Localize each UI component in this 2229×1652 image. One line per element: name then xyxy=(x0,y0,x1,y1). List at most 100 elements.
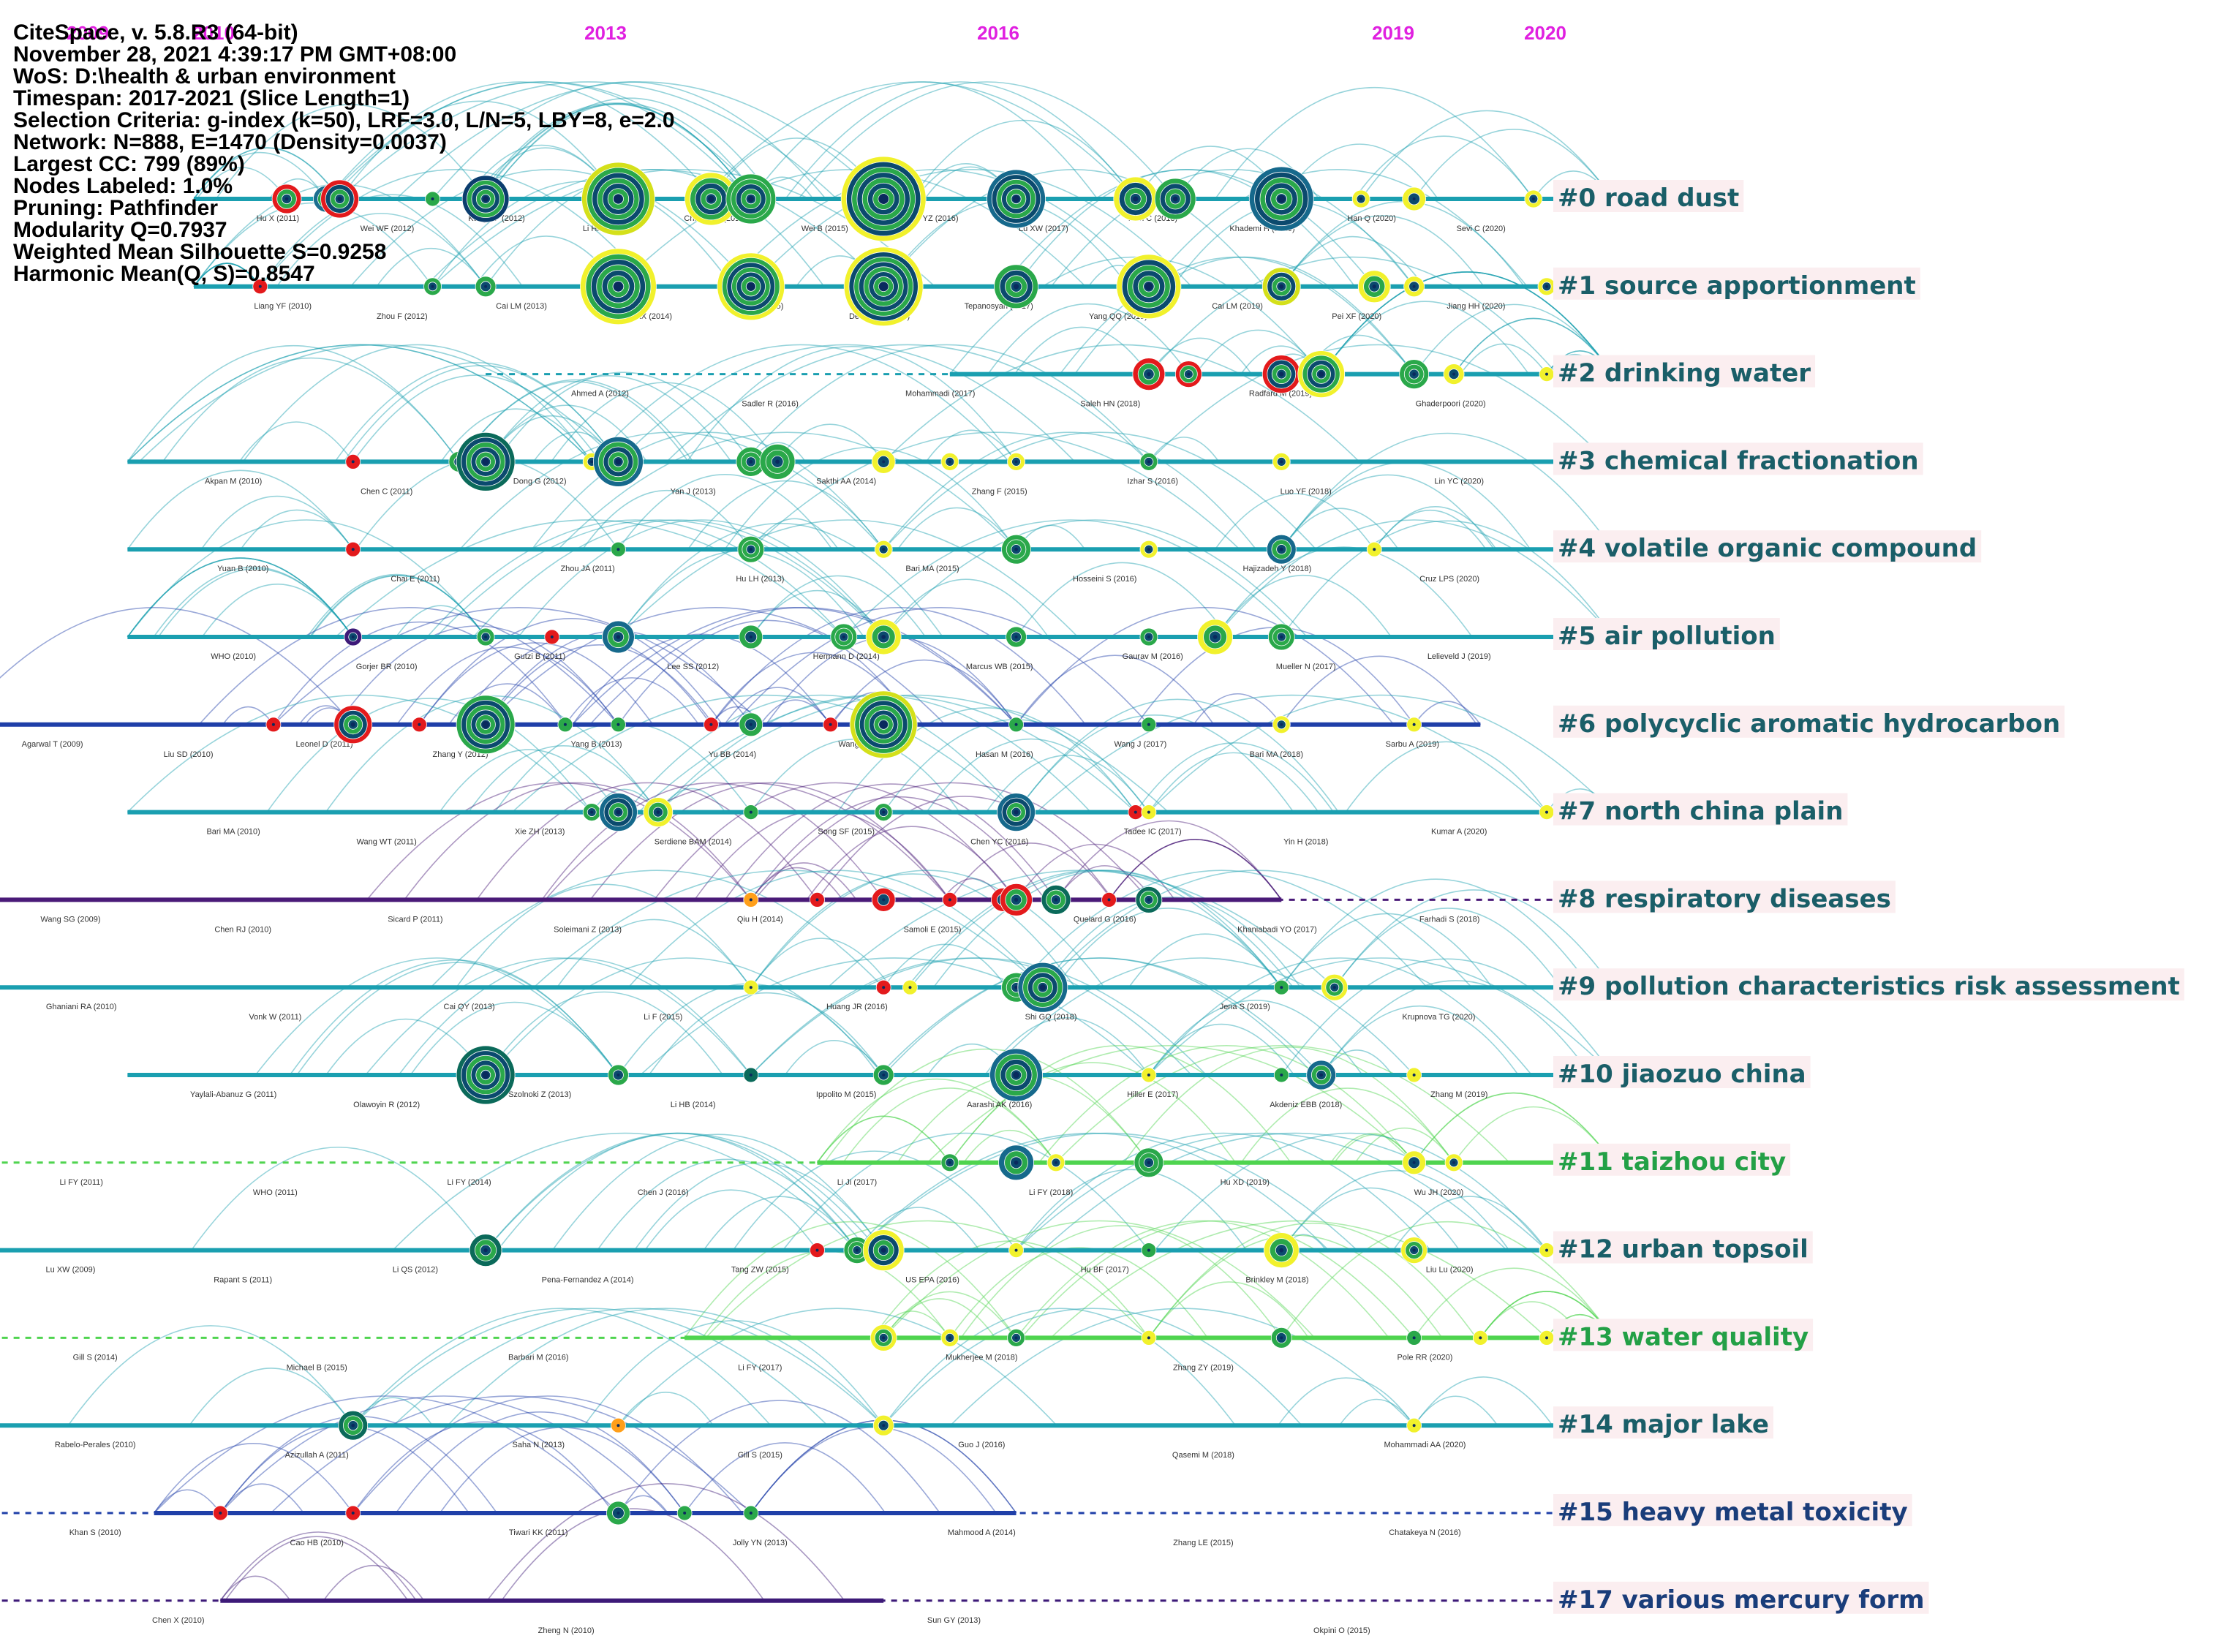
citation-node[interactable] xyxy=(582,803,601,821)
citation-node[interactable] xyxy=(423,277,442,296)
citation-node[interactable] xyxy=(338,1410,369,1441)
citation-node[interactable] xyxy=(902,979,918,995)
citation-node[interactable] xyxy=(1403,276,1425,298)
citation-node[interactable] xyxy=(1267,623,1295,651)
citation-node[interactable] xyxy=(1113,176,1158,222)
citation-node[interactable] xyxy=(840,156,927,242)
citation-node[interactable] xyxy=(252,279,268,295)
citation-node[interactable] xyxy=(737,535,765,563)
citation-node[interactable] xyxy=(1008,1242,1024,1258)
citation-node[interactable] xyxy=(1406,1330,1422,1346)
citation-node[interactable] xyxy=(1321,973,1349,1001)
citation-node[interactable] xyxy=(1141,1330,1157,1346)
cluster-label[interactable]: #5 air pollution xyxy=(1558,622,1776,651)
cluster-label[interactable]: #11 taizhou city xyxy=(1558,1147,1786,1177)
citation-node[interactable] xyxy=(643,797,674,827)
citation-node[interactable] xyxy=(998,1144,1034,1181)
citation-node[interactable] xyxy=(1017,962,1068,1013)
citation-node[interactable] xyxy=(810,892,825,908)
citation-node[interactable] xyxy=(333,705,373,744)
citation-node[interactable] xyxy=(1248,166,1314,232)
citation-node[interactable] xyxy=(425,191,440,207)
citation-node[interactable] xyxy=(1539,804,1555,820)
citation-node[interactable] xyxy=(704,717,719,733)
citation-node[interactable] xyxy=(830,623,858,651)
citation-node[interactable] xyxy=(1272,715,1291,734)
citation-node[interactable] xyxy=(1116,254,1182,320)
citation-node[interactable] xyxy=(810,1242,825,1258)
cluster-label[interactable]: #14 major lake xyxy=(1558,1410,1769,1439)
cluster-label[interactable]: #12 urban topsoil xyxy=(1558,1235,1809,1264)
citation-node[interactable] xyxy=(345,454,361,469)
citation-node[interactable] xyxy=(1406,1417,1422,1433)
citation-node[interactable] xyxy=(739,712,763,737)
citation-node[interactable] xyxy=(997,793,1036,831)
citation-node[interactable] xyxy=(1008,717,1024,733)
citation-node[interactable] xyxy=(940,1329,959,1347)
citation-node[interactable] xyxy=(872,1064,894,1086)
citation-node[interactable] xyxy=(871,450,896,474)
citation-node[interactable] xyxy=(684,172,738,226)
citation-node[interactable] xyxy=(1266,534,1297,565)
citation-node[interactable] xyxy=(1297,350,1346,399)
citation-node[interactable] xyxy=(1472,1330,1488,1346)
citation-node[interactable] xyxy=(544,629,560,645)
citation-node[interactable] xyxy=(1141,804,1157,820)
citation-node[interactable] xyxy=(871,888,896,912)
citation-node[interactable] xyxy=(725,173,777,225)
citation-node[interactable] xyxy=(736,447,766,477)
citation-node[interactable] xyxy=(212,1505,228,1521)
citation-node[interactable] xyxy=(557,717,573,733)
citation-node[interactable] xyxy=(271,184,302,214)
citation-node[interactable] xyxy=(475,276,497,298)
cluster-label[interactable]: #6 polycyclic aromatic hydrocarbon xyxy=(1558,709,2060,739)
citation-node[interactable] xyxy=(743,1067,759,1083)
citation-node[interactable] xyxy=(759,444,796,480)
citation-node[interactable] xyxy=(1000,883,1033,916)
citation-node[interactable] xyxy=(1139,627,1158,646)
cluster-label[interactable]: #3 chemical fractionation xyxy=(1558,446,1919,475)
citation-node[interactable] xyxy=(1402,186,1427,211)
citation-node[interactable] xyxy=(823,717,839,733)
citation-node[interactable] xyxy=(1357,270,1391,303)
citation-node[interactable] xyxy=(1141,717,1157,733)
citation-node[interactable] xyxy=(849,690,918,759)
citation-node[interactable] xyxy=(743,892,759,908)
cluster-label[interactable]: #17 various mercury form xyxy=(1558,1585,1925,1615)
citation-node[interactable] xyxy=(1141,1067,1157,1083)
citation-node[interactable] xyxy=(1351,189,1370,208)
citation-node[interactable] xyxy=(1263,1232,1300,1268)
cluster-label[interactable]: #13 water quality xyxy=(1558,1322,1809,1351)
citation-node[interactable] xyxy=(1135,886,1163,913)
citation-node[interactable] xyxy=(870,1324,897,1351)
citation-node[interactable] xyxy=(743,804,759,820)
citation-node[interactable] xyxy=(1154,178,1196,220)
citation-node[interactable] xyxy=(865,619,902,655)
citation-node[interactable] xyxy=(580,248,657,325)
citation-node[interactable] xyxy=(717,252,785,321)
citation-node[interactable] xyxy=(456,432,516,491)
cluster-label[interactable]: #8 respiratory diseases xyxy=(1558,884,1891,913)
citation-node[interactable] xyxy=(1443,363,1465,385)
citation-node[interactable] xyxy=(1134,1147,1164,1178)
citation-node[interactable] xyxy=(608,1064,629,1086)
citation-node[interactable] xyxy=(1001,534,1031,565)
citation-node[interactable] xyxy=(940,1153,959,1172)
citation-node[interactable] xyxy=(1406,1067,1422,1083)
citation-node[interactable] xyxy=(599,793,638,831)
citation-node[interactable] xyxy=(987,169,1046,229)
citation-node[interactable] xyxy=(320,179,359,219)
citation-node[interactable] xyxy=(265,717,282,733)
citation-node[interactable] xyxy=(1261,267,1301,306)
citation-node[interactable] xyxy=(1007,1329,1025,1347)
citation-node[interactable] xyxy=(1366,541,1382,557)
citation-node[interactable] xyxy=(1524,189,1543,208)
citation-node[interactable] xyxy=(1132,358,1166,391)
citation-node[interactable] xyxy=(1402,1150,1427,1175)
citation-node[interactable] xyxy=(1139,540,1158,559)
citation-node[interactable] xyxy=(412,717,427,733)
citation-node[interactable] xyxy=(994,264,1038,309)
citation-node[interactable] xyxy=(1174,361,1202,388)
citation-node[interactable] xyxy=(1539,1242,1555,1258)
citation-node[interactable] xyxy=(606,1501,630,1525)
